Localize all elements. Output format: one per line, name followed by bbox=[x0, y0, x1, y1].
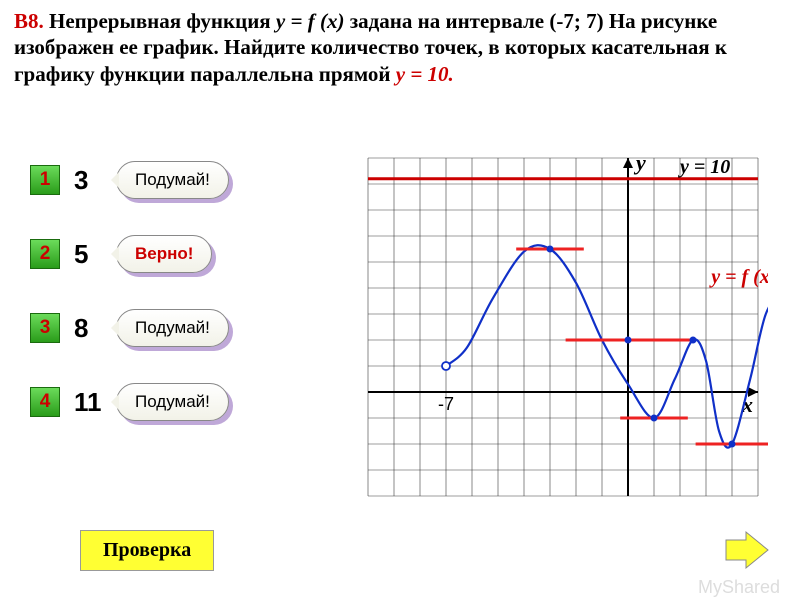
svg-text:y = f (x): y = f (x) bbox=[709, 266, 768, 288]
watermark: MyShared bbox=[698, 577, 780, 598]
problem-p1: Непрерывная функция bbox=[49, 9, 276, 33]
problem-label: В8. bbox=[14, 9, 44, 33]
answers-list: 13Подумай!25Верно!38Подумай!411Подумай! bbox=[30, 155, 290, 451]
answer-row: 25Верно! bbox=[30, 229, 290, 279]
feedback-wrong: Подумай! bbox=[116, 161, 229, 199]
answer-option-button[interactable]: 2 bbox=[30, 239, 60, 269]
function-chart: yx-7-7y = 10y = f (x) bbox=[358, 148, 778, 513]
feedback-correct: Верно! bbox=[116, 235, 212, 273]
svg-text:-7: -7 bbox=[438, 394, 454, 414]
problem-lineeq: y = 10. bbox=[396, 62, 454, 86]
problem-func: y = f (x) bbox=[276, 9, 345, 33]
answer-row: 411Подумай! bbox=[30, 377, 290, 427]
problem-statement: В8. Непрерывная функция y = f (x) задана… bbox=[0, 0, 800, 87]
answer-row: 13Подумай! bbox=[30, 155, 290, 205]
answer-row: 38Подумай! bbox=[30, 303, 290, 353]
svg-text:y = 10: y = 10 bbox=[678, 156, 730, 178]
answer-option-button[interactable]: 1 bbox=[30, 165, 60, 195]
feedback-wrong: Подумай! bbox=[116, 309, 229, 347]
answer-option-button[interactable]: 4 bbox=[30, 387, 60, 417]
check-button[interactable]: Проверка bbox=[80, 530, 214, 571]
next-arrow-button[interactable] bbox=[722, 530, 770, 570]
feedback-wrong: Подумай! bbox=[116, 383, 229, 421]
answer-option-button[interactable]: 3 bbox=[30, 313, 60, 343]
